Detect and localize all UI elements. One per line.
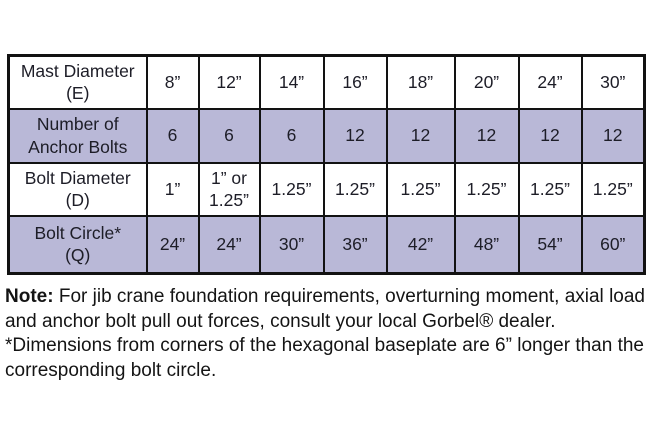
table-cell: 1.25” (385, 161, 456, 217)
row-header-line2: (D) (65, 190, 90, 210)
row-header-line1: Bolt Diameter (24, 167, 131, 188)
row-header-mast-diameter: Mast Diameter (E) (7, 54, 148, 110)
foundation-note: Note: For jib crane foundation requireme… (5, 285, 647, 383)
note-line1: For jib crane foundation requirements, o… (53, 286, 604, 307)
note-label: Note: (5, 286, 54, 307)
row-header-line1: Number of (36, 114, 119, 135)
table-row-mast-diameter: Mast Diameter (E) 8” 12” 14” 16” 18” 20”… (7, 54, 646, 110)
table-cell: 48” (453, 214, 520, 275)
table-cell: 1” (145, 161, 200, 217)
table-cell: 54” (517, 214, 583, 275)
table-cell: 12 (385, 107, 456, 164)
row-header-line1: Bolt Circle* (34, 222, 122, 243)
table-row-bolt-circle: Bolt Circle* (Q) 24” 24” 30” 36” 42” 48”… (7, 214, 646, 275)
table-cell: 24” (517, 54, 583, 110)
note-line4: the corresponding bolt circle. (5, 335, 644, 381)
table-cell: 30” (580, 54, 646, 110)
table-cell: 1.25” (322, 161, 388, 217)
row-header-bolt-diameter: Bolt Diameter (D) (7, 161, 148, 217)
note-line3: *Dimensions from corners of the hexagona… (5, 335, 613, 356)
table-cell: 16” (322, 54, 388, 110)
table-cell: 20” (453, 54, 520, 110)
table-cell: 12 (453, 107, 520, 164)
table-cell: 6 (145, 107, 200, 164)
row-header-line2: (E) (66, 83, 90, 104)
table-cell: 30” (258, 214, 325, 275)
table-cell: 1.25” (453, 161, 520, 217)
table-row-number-of-anchor-bolts: Number of Anchor Bolts 6 6 6 12 12 12 12… (7, 107, 646, 164)
table-cell: 14” (258, 54, 325, 110)
table-cell: 12 (517, 107, 583, 164)
table-cell: 24” (145, 214, 200, 275)
row-header-line2: (Q) (65, 245, 91, 266)
table-cell: 1.25” (517, 161, 583, 217)
jib-crane-spec-table: Mast Diameter (E) 8” 12” 14” 16” 18” 20”… (7, 54, 646, 275)
table-cell: 24” (197, 214, 261, 275)
table-cell: 6 (258, 107, 325, 164)
table-cell: 42” (385, 214, 456, 275)
row-header-line2: Anchor Bolts (28, 136, 128, 157)
table-cell: 18” (385, 54, 456, 110)
note-line2: load and anchor bolt pull out forces, co… (5, 286, 645, 332)
table-cell: 12 (322, 107, 388, 164)
row-header-anchor-bolts: Number of Anchor Bolts (7, 107, 148, 164)
table-cell: 8” (145, 54, 200, 110)
table-cell: 60” (580, 214, 646, 275)
table-row-bolt-diameter: Bolt Diameter (D) 1” 1” or 1.25” 1.25” 1… (7, 161, 646, 217)
table-cell: 6 (197, 107, 261, 164)
row-header-bolt-circle: Bolt Circle* (Q) (7, 214, 148, 275)
row-header-line1: Mast Diameter (20, 60, 135, 81)
table-cell: 1” or 1.25” (197, 161, 261, 217)
table-cell: 1.25” (258, 161, 325, 217)
table-cell: 1.25” (580, 161, 646, 217)
table-cell: 36” (322, 214, 388, 275)
table-cell: 12 (580, 107, 646, 164)
table-cell: 12” (197, 54, 261, 110)
